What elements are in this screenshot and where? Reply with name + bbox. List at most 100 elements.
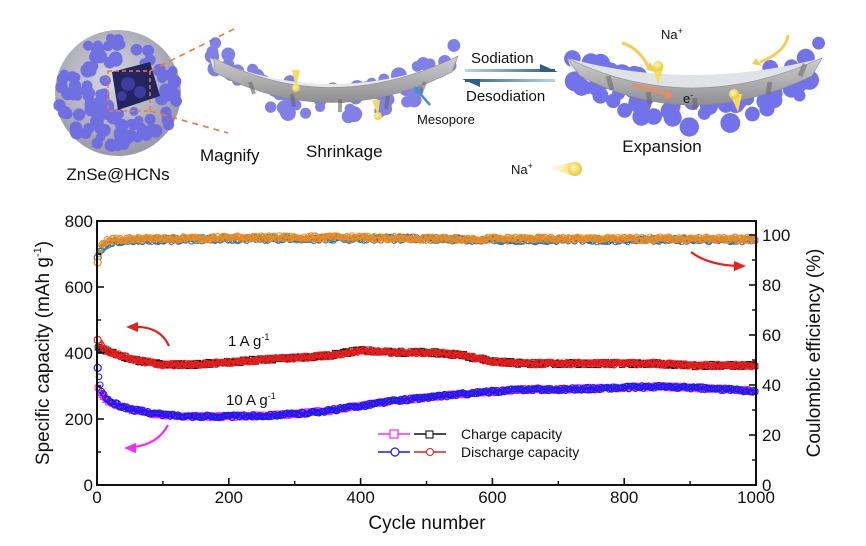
- series-discharge-capacity-1-a-g-1: [93, 335, 759, 371]
- expansion-carbon-segment-icon: [564, 34, 825, 137]
- legend-label-discharge: Discharge capacity: [461, 444, 579, 460]
- electron-label: e-: [683, 90, 693, 106]
- data-point: [629, 234, 637, 242]
- data-point: [708, 363, 716, 371]
- x-axis-title: Cycle number: [368, 513, 486, 534]
- shrinkage-carbon-segment-icon: [204, 37, 461, 124]
- data-point: [529, 236, 536, 244]
- data-point: [405, 396, 413, 404]
- annotation-10A: 10 A g-1: [226, 391, 276, 409]
- data-point: [100, 390, 108, 398]
- y-right-tick-label: 20: [762, 426, 781, 445]
- data-point: [742, 237, 750, 244]
- ticks-layer: 0 200 400 600 800 100002004006008000204060801…: [65, 212, 791, 507]
- data-point: [119, 352, 127, 359]
- y-right-tick-label: 40: [762, 376, 781, 395]
- legend-marker-square-magenta: [389, 429, 399, 439]
- data-point: [554, 359, 561, 366]
- data-point: [584, 386, 592, 394]
- data-point: [726, 362, 734, 370]
- data-point: [744, 233, 751, 241]
- series-discharge-capacity-10-a-g-1: [93, 363, 759, 422]
- data-point: [265, 413, 273, 421]
- na-ion-label-text: Na: [661, 27, 678, 42]
- data-point: [307, 232, 315, 239]
- na-legend-label: Na+: [511, 161, 533, 177]
- sodiation-label: Sodiation: [471, 50, 534, 67]
- na-legend-label-text: Na: [511, 162, 528, 177]
- data-point: [429, 394, 436, 401]
- data-point: [454, 237, 461, 244]
- shrinkage-label: Shrinkage: [306, 142, 383, 161]
- na-ion-label-sup: +: [678, 26, 683, 36]
- x-tick-label: 800: [610, 488, 638, 507]
- legend-marker-circle-red: [425, 447, 435, 457]
- arrow-left-axis-10A-icon: [124, 424, 169, 453]
- legend-item-charge: Charge capacity: [378, 426, 562, 442]
- expansion-label: Expansion: [622, 137, 701, 156]
- y-left-title-sup: -1: [32, 247, 44, 257]
- na-ion-label: Na+: [661, 26, 683, 42]
- data-point: [468, 390, 476, 397]
- legend: Charge capacity Discharge capacity: [378, 426, 579, 460]
- data-point: [98, 241, 105, 248]
- electron-label-sup: -: [690, 90, 693, 100]
- x-tick-label: 1000: [737, 488, 775, 507]
- legend-marker-square-black: [425, 430, 434, 439]
- data-point: [524, 234, 531, 242]
- annotation-1A-sup: -1: [261, 332, 269, 342]
- data-point: [596, 358, 604, 366]
- series-coulombic-efficiency-1-a-g-1: [93, 232, 759, 267]
- y-left-title-end: ): [33, 241, 54, 247]
- x-tick-label: 0: [92, 488, 101, 507]
- magnify-line-bottom: [149, 110, 229, 134]
- data-point: [118, 237, 125, 245]
- y-right-tick-label: 100: [762, 226, 790, 245]
- data-point: [734, 386, 742, 393]
- y-left-axis-title: Specific capacity (mAh g-1): [32, 241, 54, 465]
- magnify-line-top: [149, 28, 235, 72]
- data-point: [331, 406, 339, 414]
- data-point: [190, 359, 198, 367]
- data-point: [148, 236, 155, 244]
- y-left-title-main: Specific capacity (mAh g: [33, 257, 54, 465]
- desodiation-arrow-icon: [462, 79, 555, 87]
- data-point: [319, 408, 327, 415]
- data-point: [111, 350, 119, 358]
- annotation-10A-text: 10 A g: [226, 392, 268, 409]
- y-left-tick-label: 200: [65, 410, 93, 429]
- data-point: [116, 403, 124, 410]
- data-point: [662, 234, 670, 241]
- data-point: [215, 414, 223, 422]
- data-point: [332, 352, 340, 359]
- annotation-1A-text: 1 A g: [228, 333, 261, 350]
- data-point: [738, 236, 746, 244]
- electron-label-text: e: [683, 91, 690, 106]
- data-point: [599, 236, 606, 243]
- legend-item-discharge: Discharge capacity: [378, 444, 579, 460]
- mesopore-arrow-icon: [416, 89, 431, 106]
- magnify-label: Magnify: [200, 146, 260, 165]
- x-tick-label: 200: [215, 488, 243, 507]
- x-tick-label: 400: [346, 488, 374, 507]
- mesopore-label: Mesopore: [417, 112, 475, 127]
- data-point: [379, 233, 386, 241]
- y-left-tick-label: 600: [65, 278, 93, 297]
- y-right-tick-label: 80: [762, 276, 781, 295]
- y-right-tick-label: 60: [762, 326, 781, 345]
- arrow-right-axis-ce-icon: [690, 251, 746, 271]
- y-right-tick-label: 0: [762, 476, 771, 495]
- series-layer: [93, 232, 759, 422]
- data-point: [682, 383, 689, 391]
- y-left-tick-label: 400: [65, 344, 93, 363]
- annotation-10A-sup: -1: [268, 391, 276, 401]
- mesopore-arrow-head-icon: [414, 86, 422, 95]
- data-point: [572, 384, 580, 392]
- desodiation-label: Desodiation: [466, 88, 545, 105]
- legend-label-charge: Charge capacity: [461, 426, 562, 442]
- sodiation-arrow-icon: [465, 64, 558, 72]
- na-ion-legend-icon: [548, 162, 582, 176]
- data-point: [99, 390, 107, 397]
